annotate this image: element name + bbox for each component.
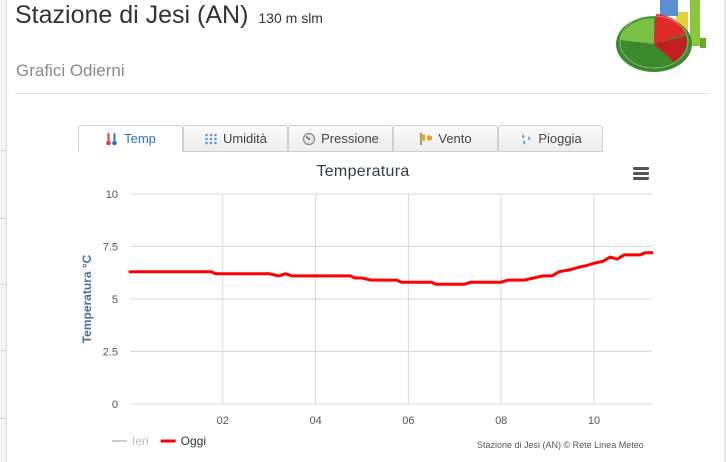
thermometer-icon (105, 132, 119, 146)
windsock-icon (419, 132, 433, 146)
right-panel-edge (724, 0, 726, 462)
station-header: Stazione di Jesi (AN) 130 m slm (15, 1, 323, 30)
charts-logo-icon (616, 0, 706, 72)
rain-icon (519, 132, 533, 146)
station-name: Stazione di Jesi (AN) (15, 1, 249, 29)
tab-umidita[interactable]: Umidità (183, 125, 288, 152)
legend-item-oggi[interactable]: Oggi (160, 434, 206, 448)
x-tick-label: 06 (402, 415, 414, 427)
tab-pressione-label: Pressione (321, 131, 379, 146)
x-tick-label: 08 (495, 415, 507, 427)
header-divider (15, 93, 709, 94)
y-tick-label: 0 (112, 399, 118, 411)
y-axis-title: Temperatura °C (80, 254, 94, 343)
y-tick-label: 2.5 (103, 347, 118, 359)
x-tick-label: 10 (588, 415, 600, 427)
chart-credit: Stazione di Jesi (AN) © Rete Linea Meteo (477, 440, 644, 450)
humidity-icon (204, 132, 218, 146)
tab-pioggia[interactable]: Pioggia (498, 125, 603, 152)
x-tick-label: 04 (309, 415, 321, 427)
tab-vento[interactable]: Vento (393, 125, 498, 152)
y-tick-label: 7.5 (103, 242, 118, 254)
station-altitude: 130 m slm (258, 10, 323, 26)
left-panel-edge (0, 0, 7, 462)
tab-temp-label: Temp (124, 131, 156, 146)
tab-vento-label: Vento (438, 131, 472, 146)
tab-umidita-label: Umidità (222, 131, 268, 146)
hamburger-menu-icon[interactable] (632, 167, 650, 181)
tab-pressione[interactable]: Pressione (288, 125, 393, 152)
page-subtitle: Grafici Odierni (16, 61, 125, 80)
x-tick-label: 02 (217, 415, 229, 427)
y-tick-label: 5 (112, 294, 118, 306)
legend-label: Ieri (132, 434, 149, 448)
series-line-oggi (128, 251, 654, 286)
legend-item-ieri[interactable]: Ieri (112, 434, 149, 448)
pressure-gauge-icon (302, 132, 316, 146)
tab-temp[interactable]: Temp (78, 125, 183, 152)
y-tick-label: 10 (106, 189, 118, 201)
legend-label: Oggi (181, 434, 206, 448)
chart-title: Temperatura (316, 163, 410, 180)
tab-pioggia-label: Pioggia (538, 131, 582, 146)
